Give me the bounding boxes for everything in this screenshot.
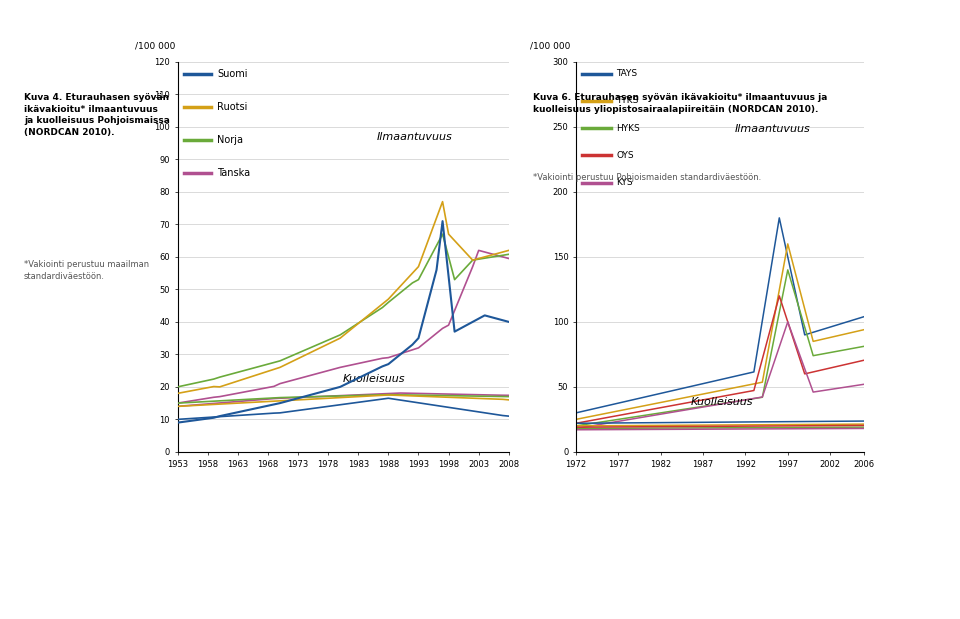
Text: *Vakiointi perustuu Pohjoismaiden standardiväestöön.: *Vakiointi perustuu Pohjoismaiden standa…	[533, 173, 761, 183]
Text: KYS: KYS	[616, 178, 633, 188]
Text: HYKS: HYKS	[616, 124, 640, 132]
Text: /100 000: /100 000	[530, 41, 570, 50]
Text: Ruotsi: Ruotsi	[217, 102, 248, 112]
Text: Ilmaantuvuus: Ilmaantuvuus	[376, 132, 452, 142]
Text: /100 000: /100 000	[134, 41, 175, 50]
Text: Norja: Norja	[217, 135, 243, 145]
Text: Suomi: Suomi	[217, 69, 248, 79]
Text: OYS: OYS	[616, 151, 634, 160]
Text: TAYS: TAYS	[616, 69, 637, 78]
Text: TYKS: TYKS	[616, 97, 638, 105]
Text: *Vakiointi perustuu maailman
standardiväestöön.: *Vakiointi perustuu maailman standardivä…	[24, 260, 149, 281]
Text: Kuva 6. Eturauhasen syövän ikävakioitu* ilmaantuvuus ja
kuolleisuus yliopistosai: Kuva 6. Eturauhasen syövän ikävakioitu* …	[533, 93, 828, 114]
Text: Ilmaantuvuus: Ilmaantuvuus	[734, 124, 810, 134]
Text: Kuva 4. Eturauhasen syövän
ikävakioitu* ilmaantuvuus
ja kuolleisuus Pohjoismaiss: Kuva 4. Eturauhasen syövän ikävakioitu* …	[24, 93, 170, 137]
Text: Kuolleisuus: Kuolleisuus	[344, 374, 406, 384]
Text: Kuolleisuus: Kuolleisuus	[691, 397, 754, 407]
Text: Tanska: Tanska	[217, 168, 251, 178]
